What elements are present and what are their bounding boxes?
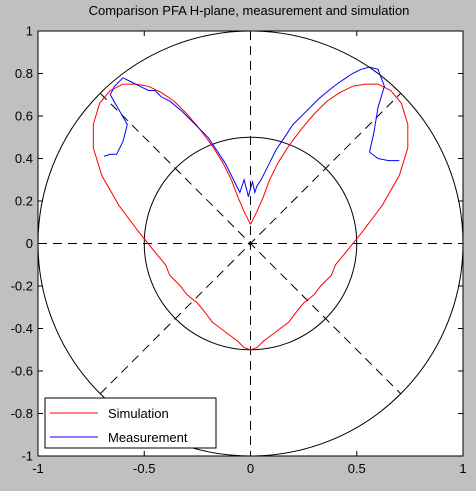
y-tick-label: -0.6 <box>11 364 33 379</box>
legend-label-measurement: Measurement <box>108 430 188 445</box>
x-tick-label: -1 <box>32 461 44 476</box>
x-tick-label: 0.5 <box>348 461 366 476</box>
y-tick-label: -0.4 <box>11 321 33 336</box>
y-tick-label: -1 <box>21 449 33 464</box>
x-tick-label: 1 <box>459 461 466 476</box>
reference-geometry <box>38 31 463 456</box>
series-line-simulation <box>92 83 409 351</box>
x-tick-label: -0.5 <box>133 461 155 476</box>
diagonal-line <box>99 92 402 395</box>
chart-title: Comparison PFA H-plane, measurement and … <box>89 3 410 18</box>
series-layer <box>92 66 409 351</box>
legend-label-simulation: Simulation <box>108 406 169 421</box>
y-tick-label: 1 <box>26 24 33 39</box>
x-tick-label: 0 <box>247 461 254 476</box>
y-tick-label: -0.8 <box>11 406 33 421</box>
y-tick-label: 0 <box>26 236 33 251</box>
y-tick-label: -0.2 <box>11 279 33 294</box>
y-tick-label: 0.4 <box>15 151 33 166</box>
legend-box <box>44 397 217 449</box>
series-line-measurement <box>103 66 400 197</box>
y-tick-label: 0.2 <box>15 194 33 209</box>
y-tick-label: 0.8 <box>15 66 33 81</box>
legend: Simulation Measurement <box>44 397 217 449</box>
ticks-layer: -1 -0.5 0 0.5 1 1 0.8 0.6 0.4 0.2 0 -0.2 -0.4 -0.6 -0.… <box>11 24 467 477</box>
y-tick-label: 0.6 <box>15 109 33 124</box>
